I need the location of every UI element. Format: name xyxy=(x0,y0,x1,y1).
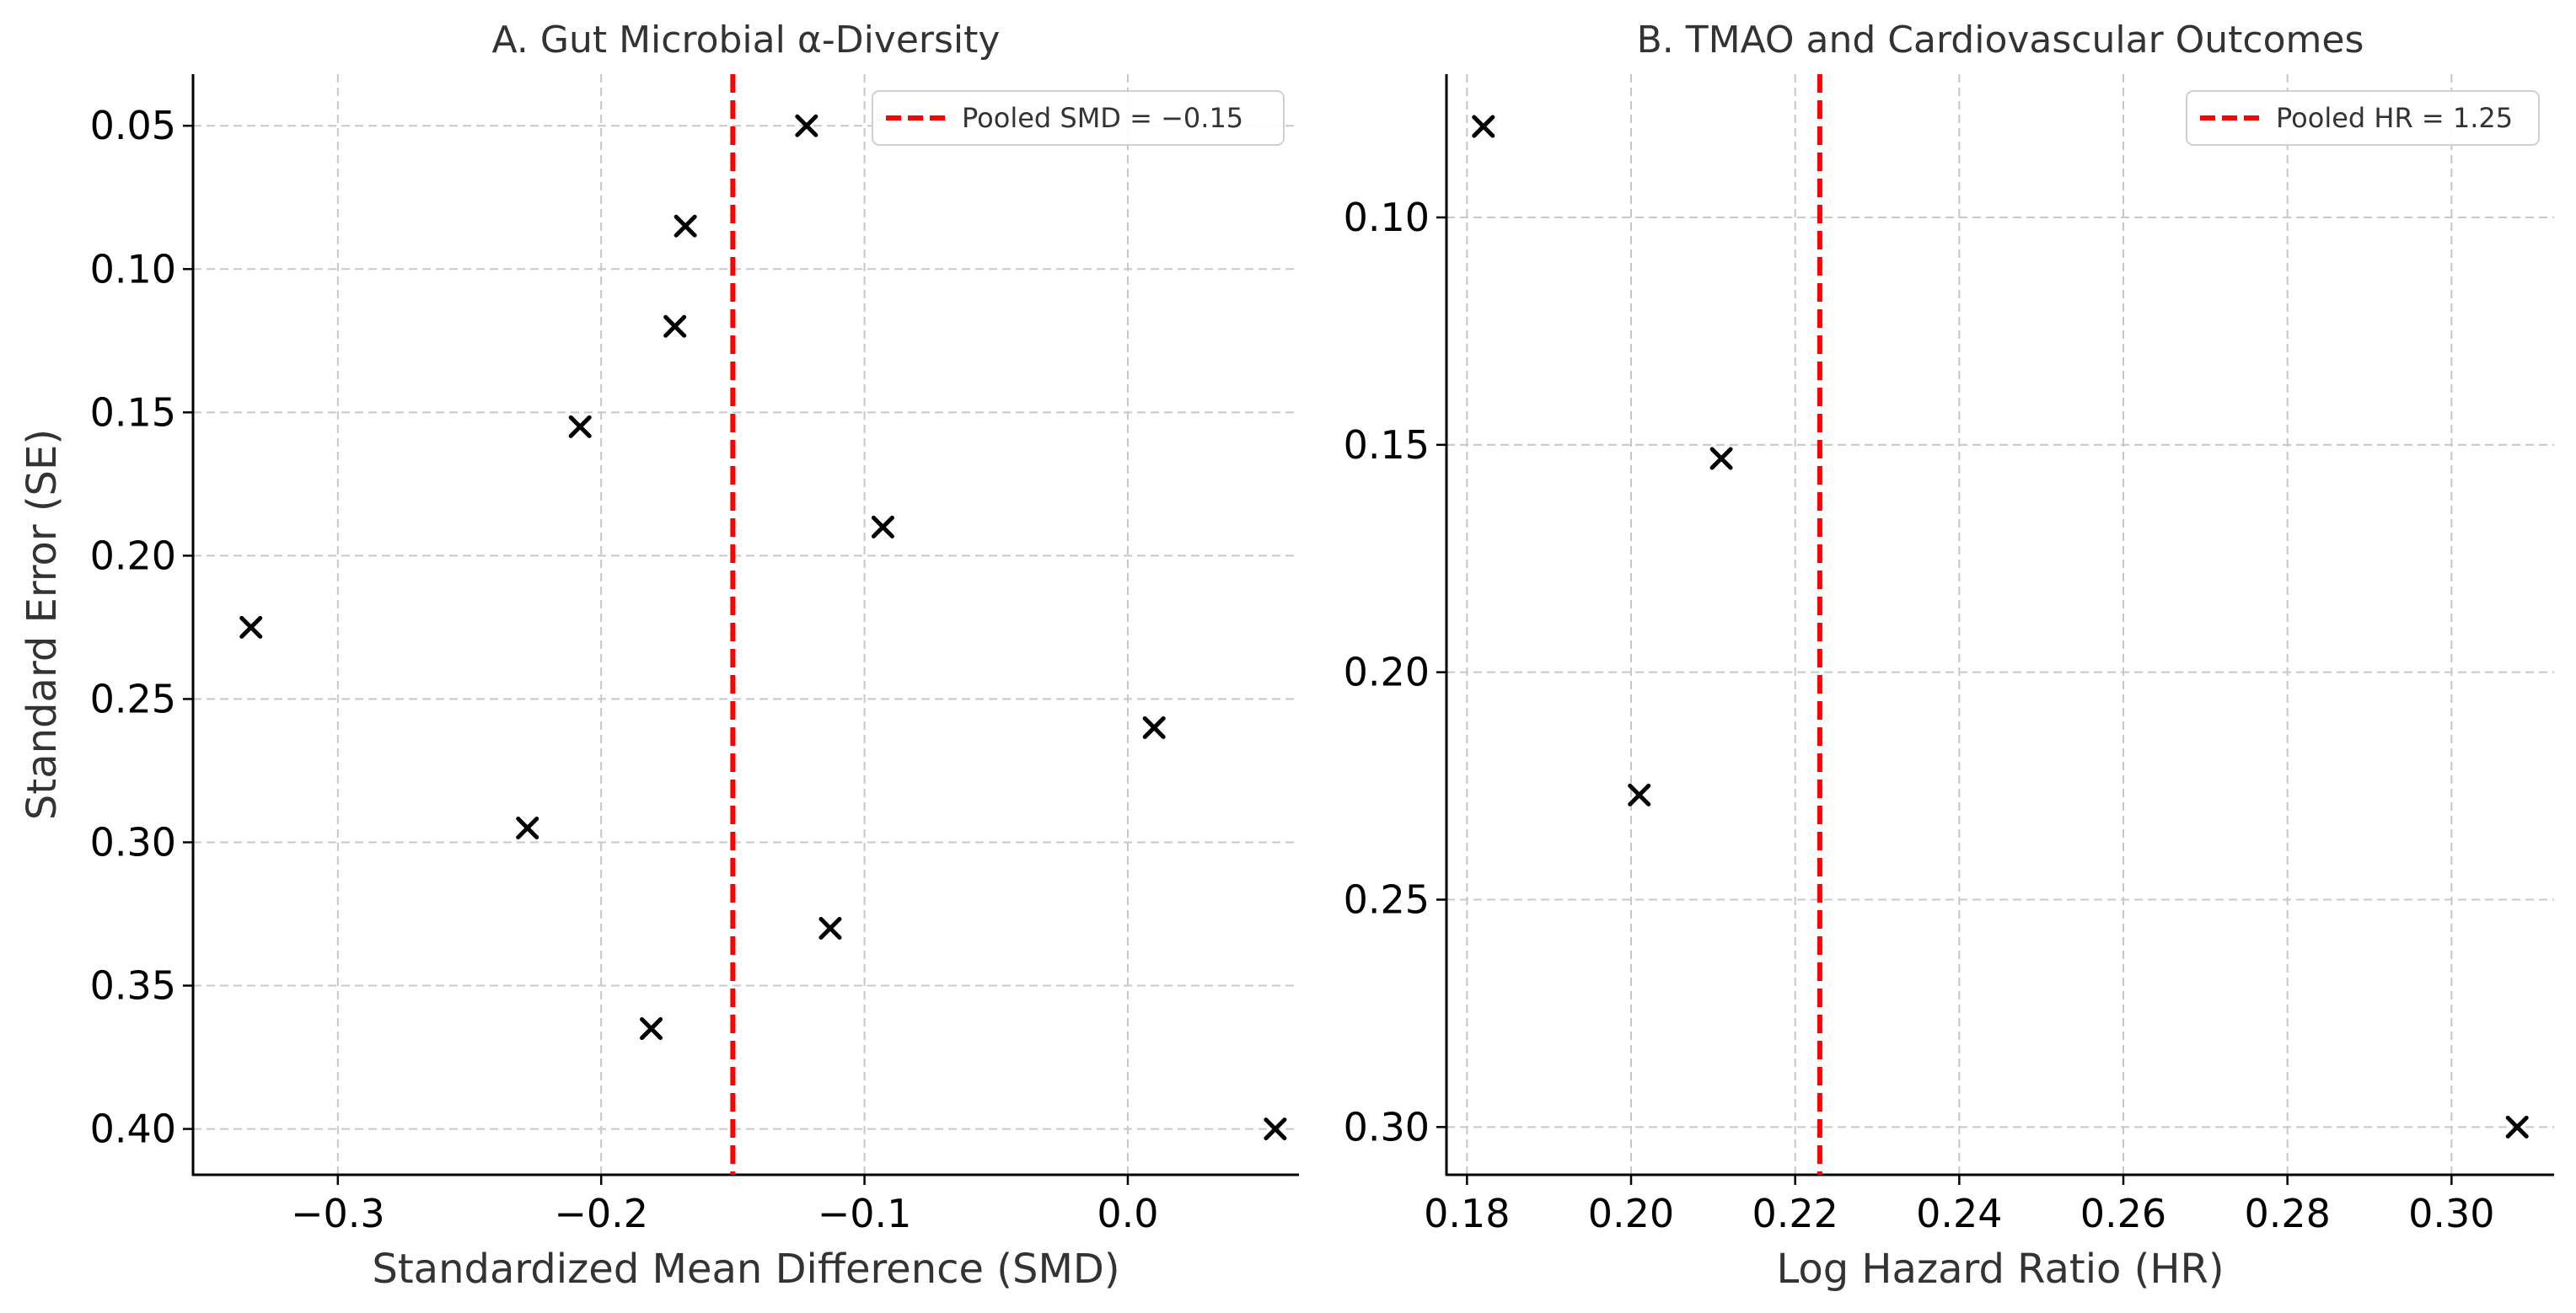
legend-label: Pooled HR = 1.25 xyxy=(2276,102,2513,134)
x-tick-label: 0.22 xyxy=(1752,1191,1838,1236)
data-point-stroke xyxy=(239,615,263,639)
data-point xyxy=(871,515,894,539)
data-point xyxy=(640,1017,663,1041)
legend-box xyxy=(872,90,1285,146)
x-tick-label: 0.24 xyxy=(1916,1191,2002,1236)
data-point xyxy=(516,816,539,839)
y-tick-label: 0.25 xyxy=(90,676,176,721)
x-tick-label: −0.3 xyxy=(291,1191,385,1236)
y-tick-label: 0.05 xyxy=(90,103,176,148)
y-tick-label: 0.40 xyxy=(90,1107,176,1152)
x-tick-label: −0.2 xyxy=(554,1191,648,1236)
x-tick-label: 0.28 xyxy=(2244,1191,2330,1236)
y-tick-label: 0.30 xyxy=(90,819,176,865)
x-tick-label: 0.0 xyxy=(1097,1191,1158,1236)
legend-label: Pooled SMD = −0.15 xyxy=(962,102,1243,134)
data-point-stroke xyxy=(871,515,894,539)
data-point xyxy=(2505,1115,2529,1139)
y-tick-label: 0.35 xyxy=(90,963,176,1009)
chart-panel-0: −0.3 −0.2 −0.1 0.0 0.05 0.10 0.15 0.20 0.25 0.30 0… xyxy=(19,19,1299,1293)
x-tick-label: 0.18 xyxy=(1424,1191,1510,1236)
y-tick-label: 0.30 xyxy=(1344,1104,1430,1150)
data-point-stroke xyxy=(818,917,842,941)
data-point-stroke xyxy=(640,1017,663,1041)
data-point xyxy=(1264,1117,1287,1141)
x-tick-label: 0.26 xyxy=(2080,1191,2166,1236)
x-tick-label: 0.20 xyxy=(1588,1191,1674,1236)
data-point-stroke xyxy=(1709,447,1733,470)
y-tick-label: 0.25 xyxy=(1344,877,1430,923)
data-point-stroke xyxy=(1264,1117,1287,1141)
chart-title: B. TMAO and Cardiovascular Outcomes xyxy=(1637,19,2364,62)
y-tick-label: 0.20 xyxy=(1344,650,1430,695)
data-point-stroke xyxy=(1142,715,1166,739)
x-tick-label: 0.30 xyxy=(2408,1191,2494,1236)
data-point-stroke xyxy=(2505,1115,2529,1139)
legend-box xyxy=(2186,90,2540,146)
y-axis-label: Standard Error (SE) xyxy=(19,429,66,820)
y-tick-label: 0.20 xyxy=(90,533,176,578)
y-tick-label: 0.10 xyxy=(90,246,176,292)
x-tick-label: −0.1 xyxy=(818,1191,912,1236)
data-point-stroke xyxy=(663,314,687,338)
chart-panel-1: 0.18 0.20 0.22 0.24 0.26 0.28 0.30 0.10 0.15 0.20… xyxy=(1344,19,2554,1293)
legend: Pooled SMD = −0.15 xyxy=(872,90,1285,146)
data-point xyxy=(1142,715,1166,739)
data-point xyxy=(1472,115,1495,138)
data-point-stroke xyxy=(568,415,592,438)
data-point xyxy=(1628,783,1651,807)
data-point-stroke xyxy=(674,214,697,238)
x-axis-label: Log Hazard Ratio (HR) xyxy=(1776,1246,2224,1293)
y-tick-label: 0.15 xyxy=(1344,422,1430,468)
data-point xyxy=(239,615,263,639)
data-point xyxy=(663,314,687,338)
x-axis-label: Standardized Mean Difference (SMD) xyxy=(372,1246,1119,1293)
y-tick-label: 0.10 xyxy=(1344,195,1430,240)
data-point-stroke xyxy=(516,816,539,839)
legend: Pooled HR = 1.25 xyxy=(2186,90,2540,146)
data-point xyxy=(795,114,818,137)
data-point xyxy=(1709,447,1733,470)
data-point xyxy=(818,917,842,941)
data-point-stroke xyxy=(1472,115,1495,138)
data-point xyxy=(674,214,697,238)
data-point xyxy=(568,415,592,438)
chart-title: A. Gut Microbial α-Diversity xyxy=(492,19,1001,62)
y-tick-label: 0.15 xyxy=(90,389,176,435)
data-point-stroke xyxy=(795,114,818,137)
data-point-stroke xyxy=(1628,783,1651,807)
